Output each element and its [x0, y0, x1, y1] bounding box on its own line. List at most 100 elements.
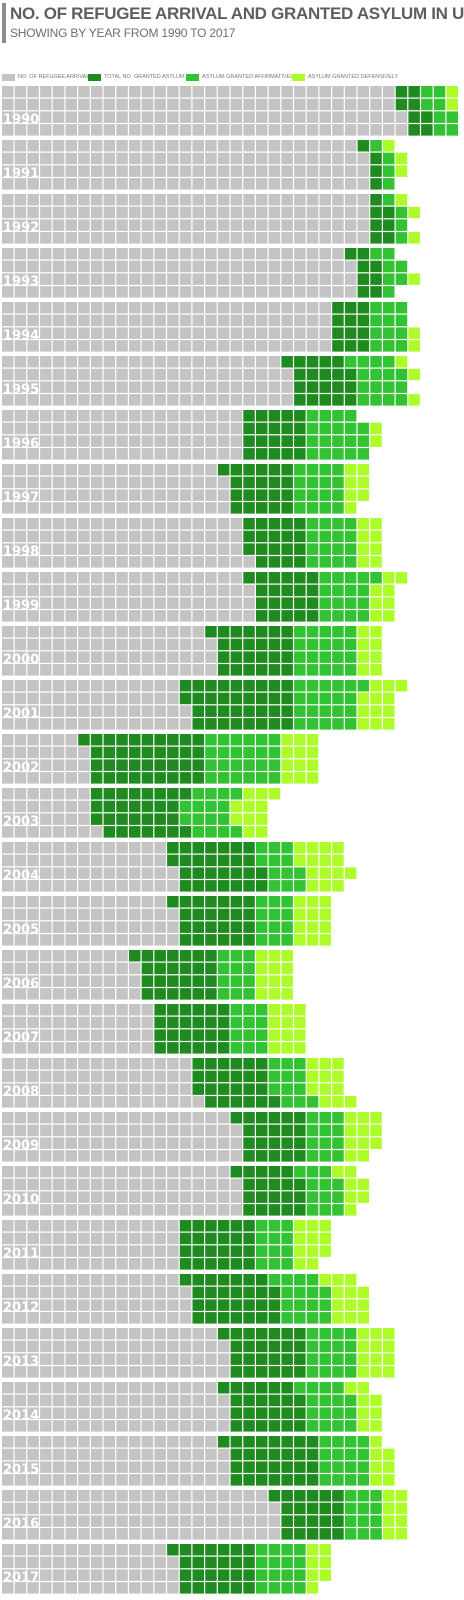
refugee-square [52, 1407, 65, 1419]
refugee-square [129, 394, 141, 406]
refugee-square [154, 368, 166, 381]
total-asylum-square [230, 651, 243, 663]
refugee-square [90, 934, 103, 946]
affirmative-square [306, 626, 319, 638]
refugee-square [357, 86, 370, 98]
affirmative-square [256, 1258, 268, 1270]
refugee-square [294, 86, 306, 98]
refugee-square [52, 394, 65, 406]
affirmative-square [294, 705, 306, 717]
defensive-square [357, 530, 370, 543]
total-asylum-square [90, 800, 103, 813]
refugee-square [192, 448, 204, 460]
affirmative-square [294, 867, 306, 879]
refugee-square [78, 896, 90, 908]
defensive-square [306, 880, 319, 892]
affirmative-square [306, 448, 319, 460]
total-asylum-square [243, 518, 255, 530]
refugee-square [27, 410, 39, 422]
defensive-square [294, 1016, 306, 1029]
total-asylum-square [256, 1474, 268, 1486]
refugee-square [357, 124, 370, 136]
refugee-square [154, 327, 166, 339]
refugee-square [90, 219, 103, 231]
refugee-square [78, 638, 90, 651]
refugee-square [167, 356, 179, 368]
refugee-square [90, 1274, 103, 1286]
refugee-square [243, 194, 255, 206]
defensive-square [408, 232, 420, 244]
refugee-square [256, 248, 268, 260]
refugee-square [167, 1502, 179, 1515]
refugee-square [27, 248, 39, 260]
affirmative-square [256, 1544, 268, 1556]
refugee-square [205, 381, 217, 393]
refugee-square [205, 140, 217, 152]
defensive-square [383, 1461, 395, 1473]
refugee-square [167, 327, 179, 339]
refugee-square [103, 1407, 116, 1419]
refugee-square [27, 111, 39, 123]
refugee-square [90, 1448, 103, 1461]
refugee-square [116, 1070, 128, 1083]
refugee-square [78, 1166, 90, 1178]
defensive-square [294, 1220, 306, 1232]
total-asylum-square [90, 746, 103, 759]
total-asylum-square [230, 1258, 243, 1270]
refugee-square [179, 1528, 192, 1540]
total-asylum-square [319, 1490, 331, 1502]
affirmative-square [319, 410, 331, 422]
refugee-square [52, 1166, 65, 1178]
refugee-square [27, 597, 39, 609]
refugee-square [129, 86, 141, 98]
affirmative-square [433, 124, 446, 136]
refugee-square [205, 98, 217, 111]
affirmative-square [357, 394, 370, 406]
affirmative-square [344, 1366, 357, 1378]
refugee-square [129, 178, 141, 190]
refugee-square [281, 86, 293, 98]
total-asylum-square [256, 502, 268, 514]
total-asylum-square [243, 680, 255, 692]
refugee-square [52, 1245, 65, 1257]
affirmative-square [332, 1382, 344, 1394]
affirmative-square [306, 502, 319, 514]
refugee-square [167, 448, 179, 460]
affirmative-square [306, 556, 319, 568]
refugee-square [141, 165, 154, 177]
refugee-square [205, 260, 217, 273]
defensive-square [408, 368, 420, 381]
refugee-square [230, 610, 243, 622]
refugee-square [179, 314, 192, 327]
refugee-square [40, 1569, 52, 1581]
refugee-square [14, 1096, 27, 1108]
affirmative-square [319, 1353, 331, 1365]
refugee-square [90, 1245, 103, 1257]
refugee-square [205, 152, 217, 165]
refugee-square [230, 302, 243, 314]
refugee-square [230, 194, 243, 206]
refugee-square [27, 1258, 39, 1270]
refugee-square [116, 880, 128, 892]
refugee-square [167, 435, 179, 447]
affirmative-square [446, 124, 458, 136]
total-asylum-square [294, 356, 306, 368]
affirmative-square [230, 988, 243, 1000]
refugee-square [179, 1124, 192, 1137]
refugee-square [256, 140, 268, 152]
total-asylum-square [281, 518, 293, 530]
refugee-square [65, 302, 77, 314]
refugee-square [14, 518, 27, 530]
affirmative-square [294, 1582, 306, 1594]
total-asylum-square [179, 1232, 192, 1245]
total-asylum-square [370, 260, 382, 273]
defensive-square [370, 435, 382, 447]
refugee-square [116, 86, 128, 98]
refugee-square [103, 435, 116, 447]
refugee-square [78, 842, 90, 854]
refugee-square [27, 921, 39, 933]
total-asylum-square [205, 626, 217, 638]
total-asylum-square [192, 772, 204, 784]
refugee-square [27, 1515, 39, 1527]
refugee-square [243, 178, 255, 190]
